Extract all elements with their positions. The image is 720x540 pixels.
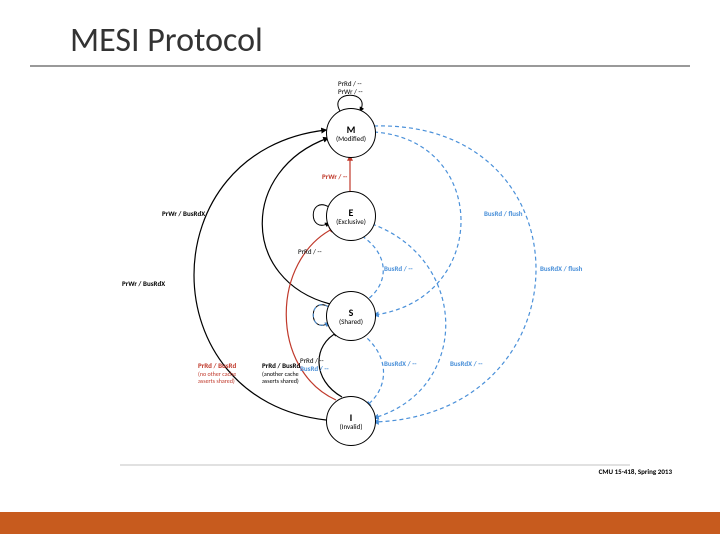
slide-title: MESI Protocol <box>30 0 690 67</box>
slide-footer <box>0 512 720 540</box>
state-M: M(Modified) <box>326 108 376 158</box>
edge-S-I <box>362 334 384 406</box>
edge-M-I <box>374 126 536 422</box>
state-I: I(Invalid) <box>326 396 376 446</box>
edge-label-E-M: PrWr / -- <box>322 173 347 181</box>
edge-label-S-I: BusRdX / -- <box>384 360 416 368</box>
edge-label-S-M: PrWr / BusRdX <box>162 210 205 218</box>
edge-label-M-S: BusRd / flush <box>484 210 523 218</box>
edge-label-I-S: PrRd / BusRd(another cacheasserts shared… <box>262 362 300 385</box>
state-E: E(Exclusive) <box>326 191 376 241</box>
edge-label-E-S: BusRd / -- <box>384 265 413 273</box>
edge-label-I-E: PrRd / BusRd(no other cacheasserts share… <box>198 362 236 385</box>
edge-S-M <box>262 138 330 304</box>
edge-E-I <box>372 224 446 418</box>
credit-text: CMU 15-418, Spring 2013 <box>599 467 672 476</box>
edge-E-S <box>362 236 383 302</box>
mesi-state-diagram: PrWr / -- PrWr / BusRdX PrWr / BusRdX PrRd … <box>90 80 650 480</box>
state-S: S(Shared) <box>326 291 376 341</box>
selfloop-label-M: PrRd / --PrWr / -- <box>338 80 363 95</box>
selfloop-label-E: PrRd / -- <box>298 248 322 256</box>
edge-label-M-I: BusRdX / flush <box>540 265 582 273</box>
selfloop-label-S: BusRd / -- <box>300 365 329 373</box>
edge-M-S <box>374 132 461 315</box>
edge-label-I-M: PrWr / BusRdX <box>122 280 165 288</box>
edge-label-E-I: BusRdX / -- <box>450 360 482 368</box>
